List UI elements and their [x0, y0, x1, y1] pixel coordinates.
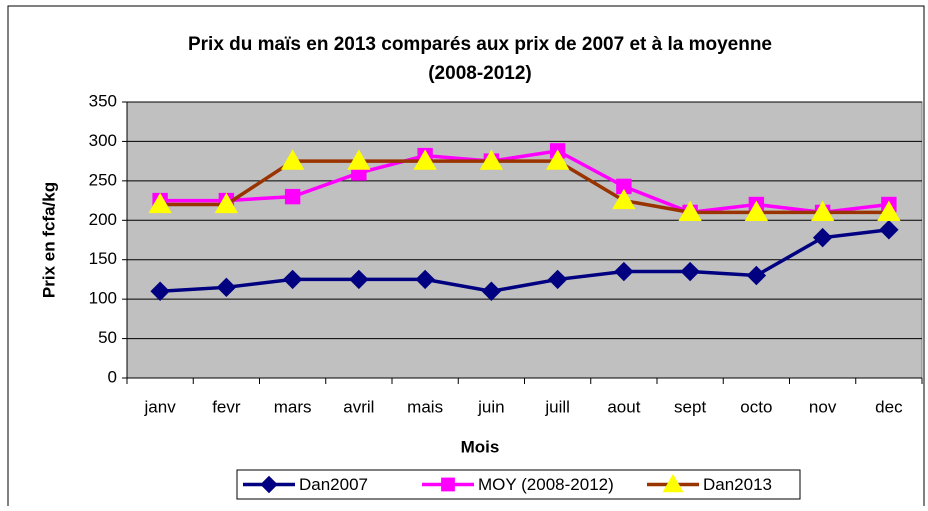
legend-box — [236, 469, 801, 500]
marker — [216, 277, 237, 298]
marker — [479, 149, 504, 170]
marker — [547, 269, 568, 290]
y-tick-label: 0 — [108, 367, 117, 386]
marker — [877, 200, 901, 221]
x-tick-label: dec — [875, 397, 903, 416]
y-tick-label: 150 — [89, 249, 117, 268]
legend-label: Dan2007 — [299, 475, 368, 494]
marker — [441, 477, 455, 492]
x-tick-label: mars — [274, 397, 312, 416]
marker — [284, 188, 301, 205]
y-tick-label: 250 — [89, 170, 117, 189]
y-tick-label: 300 — [89, 131, 117, 150]
y-axis-title: Prix en fcfa/kg — [39, 182, 58, 298]
y-tick-label: 350 — [89, 91, 117, 110]
x-tick-label: janv — [144, 397, 177, 416]
marker — [260, 475, 278, 494]
series-line — [160, 228, 890, 294]
x-tick-label: nov — [809, 397, 837, 416]
marker — [678, 200, 702, 221]
series-line — [160, 149, 890, 215]
marker — [680, 261, 700, 282]
x-axis-title: Mois — [461, 437, 500, 456]
marker — [282, 269, 303, 290]
x-tick-label: sept — [674, 397, 706, 416]
marker — [280, 149, 305, 170]
marker — [214, 192, 239, 214]
x-tick-label: juill — [544, 397, 570, 416]
x-tick-label: aout — [607, 397, 640, 416]
x-tick-label: avril — [343, 397, 374, 416]
plot-area — [126, 101, 923, 379]
chart-title: (2008-2012) — [428, 63, 532, 84]
marker — [415, 269, 435, 290]
y-tick-label: 200 — [89, 210, 117, 229]
x-tick-label: fevr — [212, 397, 241, 416]
legend-label: MOY (2008-2012) — [478, 475, 614, 494]
x-tick-label: octo — [740, 397, 772, 416]
marker — [148, 192, 172, 214]
y-tick-label: 100 — [89, 289, 117, 308]
marker — [744, 200, 769, 221]
chart-border — [7, 5, 925, 506]
marker — [612, 188, 636, 210]
marker — [879, 220, 899, 240]
x-tick-label: juin — [477, 397, 504, 416]
marker — [349, 269, 369, 290]
marker — [746, 265, 767, 286]
y-tick-label: 50 — [98, 328, 117, 347]
marker — [481, 281, 502, 301]
chart-title: Prix du maïs en 2013 comparés aux prix d… — [188, 34, 772, 55]
marker — [347, 149, 371, 170]
marker — [662, 473, 684, 493]
x-tick-label: mais — [407, 397, 443, 416]
marker — [150, 281, 170, 301]
marker — [812, 227, 833, 248]
marker — [413, 149, 437, 170]
series-line — [160, 159, 889, 215]
marker — [810, 200, 835, 221]
legend-label: Dan2013 — [703, 475, 772, 494]
marker — [614, 261, 634, 282]
marker — [545, 149, 570, 170]
